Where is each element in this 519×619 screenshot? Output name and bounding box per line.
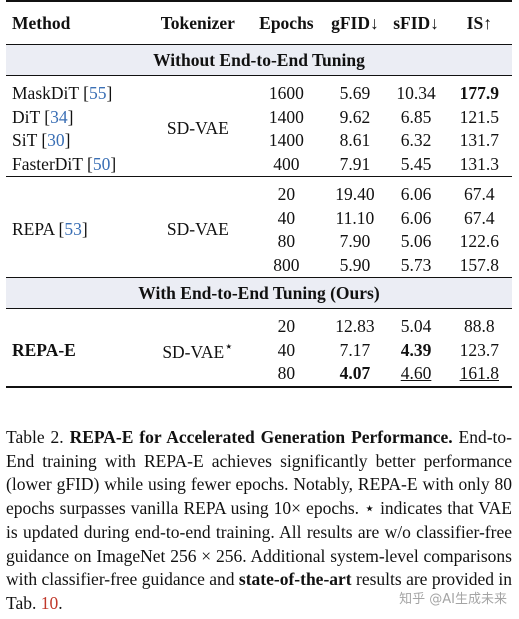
is-cell: 122.6 bbox=[459, 231, 499, 251]
table-row: REPA [53] SD-VAE 20 19.40 6.06 67.4 bbox=[6, 183, 512, 239]
caption-period: . bbox=[58, 592, 63, 613]
caption-body: End-to-End training with REPA-E achieves… bbox=[6, 427, 512, 590]
header-row: Method Tokenizer Epochs gFID↓ sFID↓ IS↑ bbox=[6, 1, 512, 45]
is-cell: 123.7 bbox=[459, 339, 499, 360]
gfid-cell: 8.61 bbox=[339, 130, 371, 150]
table-caption: Table 2. REPA-E for Accelerated Generati… bbox=[6, 426, 512, 616]
results-table-container: Method Tokenizer Epochs gFID↓ sFID↓ IS↑ … bbox=[6, 0, 512, 388]
method-cell: FasterDiT [50] bbox=[12, 153, 117, 174]
tokenizer-cell: SD-VAE bbox=[166, 118, 229, 139]
sfid-cell: 6.06 bbox=[400, 207, 432, 228]
sfid-cell: 5.06 bbox=[400, 231, 432, 251]
epochs-cell: 20 bbox=[277, 316, 296, 336]
star-mark: ⋆ bbox=[224, 339, 234, 356]
gfid-cell: 7.91 bbox=[339, 153, 371, 174]
caption-label: Table 2. bbox=[6, 427, 64, 447]
gfid-cell: 12.83 bbox=[335, 316, 375, 336]
header-tokenizer: Tokenizer bbox=[160, 13, 235, 33]
epochs-cell: 40 bbox=[277, 339, 296, 360]
method-name: REPA-E bbox=[12, 339, 76, 360]
epochs-cell: 400 bbox=[273, 153, 300, 174]
table-row: REPA-E SD-VAE⋆ 20 12.83 5.04 88.8 bbox=[6, 315, 512, 362]
table-ref-link[interactable]: 10 bbox=[40, 592, 59, 613]
is-cell: 161.8 bbox=[459, 363, 499, 383]
citation-link[interactable]: 55 bbox=[88, 83, 107, 103]
sfid-cell: 5.73 bbox=[400, 254, 432, 275]
sfid-cell: 4.60 bbox=[400, 363, 432, 383]
epochs-cell: 40 bbox=[277, 207, 296, 228]
is-cell: 177.9 bbox=[459, 83, 499, 103]
method-name: MaskDiT bbox=[12, 83, 79, 103]
table-row: 80 7.90 5.06 122.6 bbox=[6, 230, 512, 254]
gfid-cell: 7.90 bbox=[339, 231, 371, 251]
section-row-without-tuning: Without End-to-End Tuning bbox=[6, 44, 512, 76]
is-cell: 121.5 bbox=[459, 106, 499, 127]
table-row: FasterDiT [50] 400 7.91 5.45 131.3 bbox=[6, 153, 512, 177]
is-cell: 67.4 bbox=[463, 207, 495, 228]
table-row: 800 5.90 5.73 157.8 bbox=[6, 254, 512, 278]
header-epochs: Epochs bbox=[259, 13, 314, 33]
gfid-cell: 4.07 bbox=[339, 363, 371, 383]
sfid-cell: 6.32 bbox=[400, 130, 432, 150]
table-row: DiT [34] 1400 9.62 6.85 121.5 bbox=[6, 106, 512, 130]
sfid-cell: 6.06 bbox=[400, 184, 432, 204]
section-row-with-tuning: With End-to-End Tuning (Ours) bbox=[6, 277, 512, 309]
epochs-cell: 20 bbox=[277, 184, 296, 204]
sfid-cell: 4.39 bbox=[400, 339, 432, 360]
method-cell: REPA [53] bbox=[12, 219, 88, 240]
gfid-cell: 19.40 bbox=[335, 184, 375, 204]
is-cell: 157.8 bbox=[459, 254, 499, 275]
epochs-cell: 80 bbox=[277, 363, 296, 383]
header-method: Method bbox=[12, 13, 71, 33]
gfid-cell: 7.17 bbox=[339, 339, 371, 360]
tokenizer-cell: SD-VAE bbox=[166, 219, 229, 240]
method-cell: DiT [34] bbox=[12, 106, 74, 127]
is-cell: 67.4 bbox=[463, 184, 495, 204]
header-sfid: sFID↓ bbox=[393, 13, 439, 33]
gfid-cell: 11.10 bbox=[335, 207, 375, 228]
caption-title: REPA-E for Accelerated Generation Perfor… bbox=[69, 427, 453, 447]
header-gfid: gFID↓ bbox=[331, 13, 379, 33]
epochs-cell: 800 bbox=[273, 254, 300, 275]
watermark: 知乎 @AI生成未来 bbox=[399, 592, 507, 607]
epochs-cell: 1400 bbox=[268, 130, 304, 150]
sfid-cell: 6.85 bbox=[400, 106, 432, 127]
sfid-cell: 5.45 bbox=[400, 153, 432, 174]
epochs-cell: 80 bbox=[277, 231, 296, 251]
gfid-cell: 5.69 bbox=[339, 83, 371, 103]
section-title-with-tuning: With End-to-End Tuning (Ours) bbox=[6, 277, 512, 309]
tokenizer-name: SD-VAE bbox=[162, 341, 225, 362]
table-row: 40 7.17 4.39 123.7 bbox=[6, 339, 512, 363]
method-cell: MaskDiT [55] bbox=[12, 83, 113, 103]
citation-link[interactable]: 34 bbox=[50, 106, 68, 127]
method-name: REPA bbox=[12, 219, 55, 240]
method-name: SiT bbox=[12, 130, 37, 150]
citation-link[interactable]: 50 bbox=[92, 153, 111, 174]
sfid-cell: 10.34 bbox=[396, 83, 436, 103]
is-cell: 131.7 bbox=[459, 130, 499, 150]
epochs-cell: 1400 bbox=[268, 106, 304, 127]
method-cell: SiT [30] bbox=[12, 130, 71, 150]
caption-bold-phrase: state-of-the-art bbox=[238, 569, 352, 590]
gfid-cell: 9.62 bbox=[339, 106, 371, 127]
caption-body-end: results are provided in Tab. bbox=[6, 569, 513, 613]
citation-link[interactable]: 30 bbox=[47, 130, 65, 150]
tokenizer-cell: SD-VAE⋆ bbox=[147, 315, 248, 387]
epochs-cell: 1600 bbox=[268, 83, 304, 103]
gfid-cell: 5.90 bbox=[339, 254, 371, 275]
method-name: FasterDiT bbox=[12, 153, 83, 174]
is-cell: 131.3 bbox=[459, 153, 499, 174]
section-title-without-tuning: Without End-to-End Tuning bbox=[6, 44, 512, 76]
table-row: 40 11.10 6.06 67.4 bbox=[6, 207, 512, 231]
table-row: MaskDiT [55] SD-VAE 1600 5.69 10.34 177.… bbox=[6, 82, 512, 138]
table-row: 80 4.07 4.60 161.8 bbox=[6, 362, 512, 387]
method-name: DiT bbox=[12, 106, 40, 127]
results-table: Method Tokenizer Epochs gFID↓ sFID↓ IS↑ … bbox=[6, 0, 512, 388]
citation-link[interactable]: 53 bbox=[64, 219, 82, 240]
is-cell: 88.8 bbox=[463, 316, 495, 336]
table-row: SiT [30] 1400 8.61 6.32 131.7 bbox=[6, 129, 512, 153]
header-is: IS↑ bbox=[466, 13, 492, 33]
sfid-cell: 5.04 bbox=[400, 316, 432, 336]
